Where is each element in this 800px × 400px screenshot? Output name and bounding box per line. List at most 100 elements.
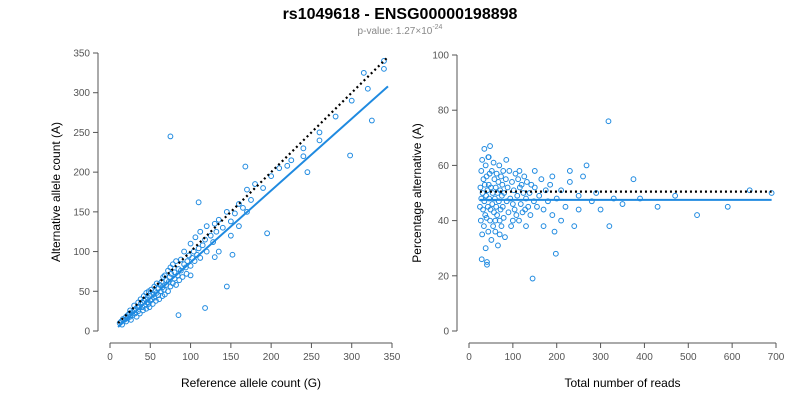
data-point <box>523 195 529 202</box>
data-point <box>500 214 507 221</box>
y-tick-label: 200 <box>73 168 90 179</box>
data-point <box>575 192 582 199</box>
data-point <box>304 169 311 176</box>
data-point <box>223 208 230 215</box>
data-point <box>512 170 519 177</box>
data-point <box>551 228 558 235</box>
x-tick-label: 400 <box>636 352 653 363</box>
data-point <box>484 259 490 265</box>
data-point <box>173 282 179 288</box>
data-point <box>181 248 188 255</box>
data-point <box>167 133 174 140</box>
y-tick-label: 40 <box>438 216 450 227</box>
data-point <box>260 185 266 191</box>
data-point <box>588 198 595 205</box>
data-point <box>566 168 573 174</box>
x-tick-label: 250 <box>303 352 320 363</box>
x-tick-label: 0 <box>466 352 472 363</box>
data-point <box>540 223 547 230</box>
data-point <box>199 242 206 249</box>
data-point <box>332 113 339 120</box>
data-point <box>381 65 387 72</box>
data-point <box>477 184 484 191</box>
data-point <box>520 190 527 196</box>
data-point <box>514 192 521 199</box>
data-point <box>549 173 556 180</box>
data-point <box>179 274 186 280</box>
data-point <box>347 152 354 159</box>
data-point <box>481 198 488 205</box>
x-tick-label: 200 <box>263 352 280 363</box>
data-point <box>381 58 387 64</box>
data-point <box>491 176 498 183</box>
data-point <box>149 301 156 307</box>
data-point <box>145 301 152 307</box>
data-point <box>153 297 159 304</box>
data-point <box>508 223 515 230</box>
data-point <box>515 176 522 183</box>
data-point <box>531 168 538 174</box>
data-point <box>175 312 182 319</box>
data-point <box>495 198 502 205</box>
data-point <box>242 163 249 170</box>
data-point <box>223 283 230 290</box>
data-point <box>485 154 492 161</box>
data-point <box>173 258 179 265</box>
data-point <box>229 251 236 258</box>
data-point <box>487 217 493 224</box>
data-point <box>505 209 512 216</box>
data-point <box>215 216 222 223</box>
data-point <box>268 173 275 180</box>
data-point <box>491 209 497 216</box>
data-point <box>227 218 234 225</box>
data-point <box>478 256 485 263</box>
data-point <box>477 217 484 224</box>
data-point <box>580 173 586 180</box>
data-point <box>502 234 508 241</box>
data-point <box>192 234 199 241</box>
data-point <box>231 210 238 217</box>
data-point <box>499 203 506 210</box>
data-point <box>490 159 497 166</box>
x-tick-label: 200 <box>548 352 565 363</box>
data-point <box>360 69 367 76</box>
data-point <box>244 186 250 193</box>
data-point <box>619 201 626 207</box>
x-tick-label: 150 <box>223 352 240 363</box>
data-point <box>558 217 564 224</box>
data-point <box>746 187 753 194</box>
data-point <box>506 168 513 174</box>
data-point <box>213 228 220 235</box>
data-point <box>276 165 283 172</box>
data-point <box>236 223 242 230</box>
subtitle-text: p-value: 1.27×10 <box>358 26 433 37</box>
x-tick-label: 100 <box>182 352 199 363</box>
x-tick-label: 0 <box>107 352 113 363</box>
y-tick-label: 80 <box>438 106 450 117</box>
data-point <box>316 137 323 144</box>
data-point <box>487 206 494 213</box>
data-point <box>534 203 540 210</box>
data-point <box>479 190 486 196</box>
y-axis-label: Alternative allele count (A) <box>49 122 63 262</box>
data-point <box>513 212 520 218</box>
y-axis-label: Percentage alternative (A) <box>410 123 424 262</box>
data-point <box>523 223 529 230</box>
data-point <box>503 156 510 163</box>
data-point <box>490 223 497 230</box>
data-point <box>575 206 582 213</box>
data-point <box>553 195 560 202</box>
data-point <box>264 230 271 237</box>
data-point <box>143 305 150 312</box>
y-tick-label: 0 <box>443 327 449 338</box>
data-point <box>491 195 498 202</box>
data-point <box>552 250 559 257</box>
y-tick-label: 150 <box>73 207 90 218</box>
data-point <box>488 168 495 174</box>
data-point <box>672 192 679 199</box>
data-point <box>195 199 202 206</box>
x-tick-label: 100 <box>505 352 522 363</box>
x-tick-label: 300 <box>592 352 609 363</box>
